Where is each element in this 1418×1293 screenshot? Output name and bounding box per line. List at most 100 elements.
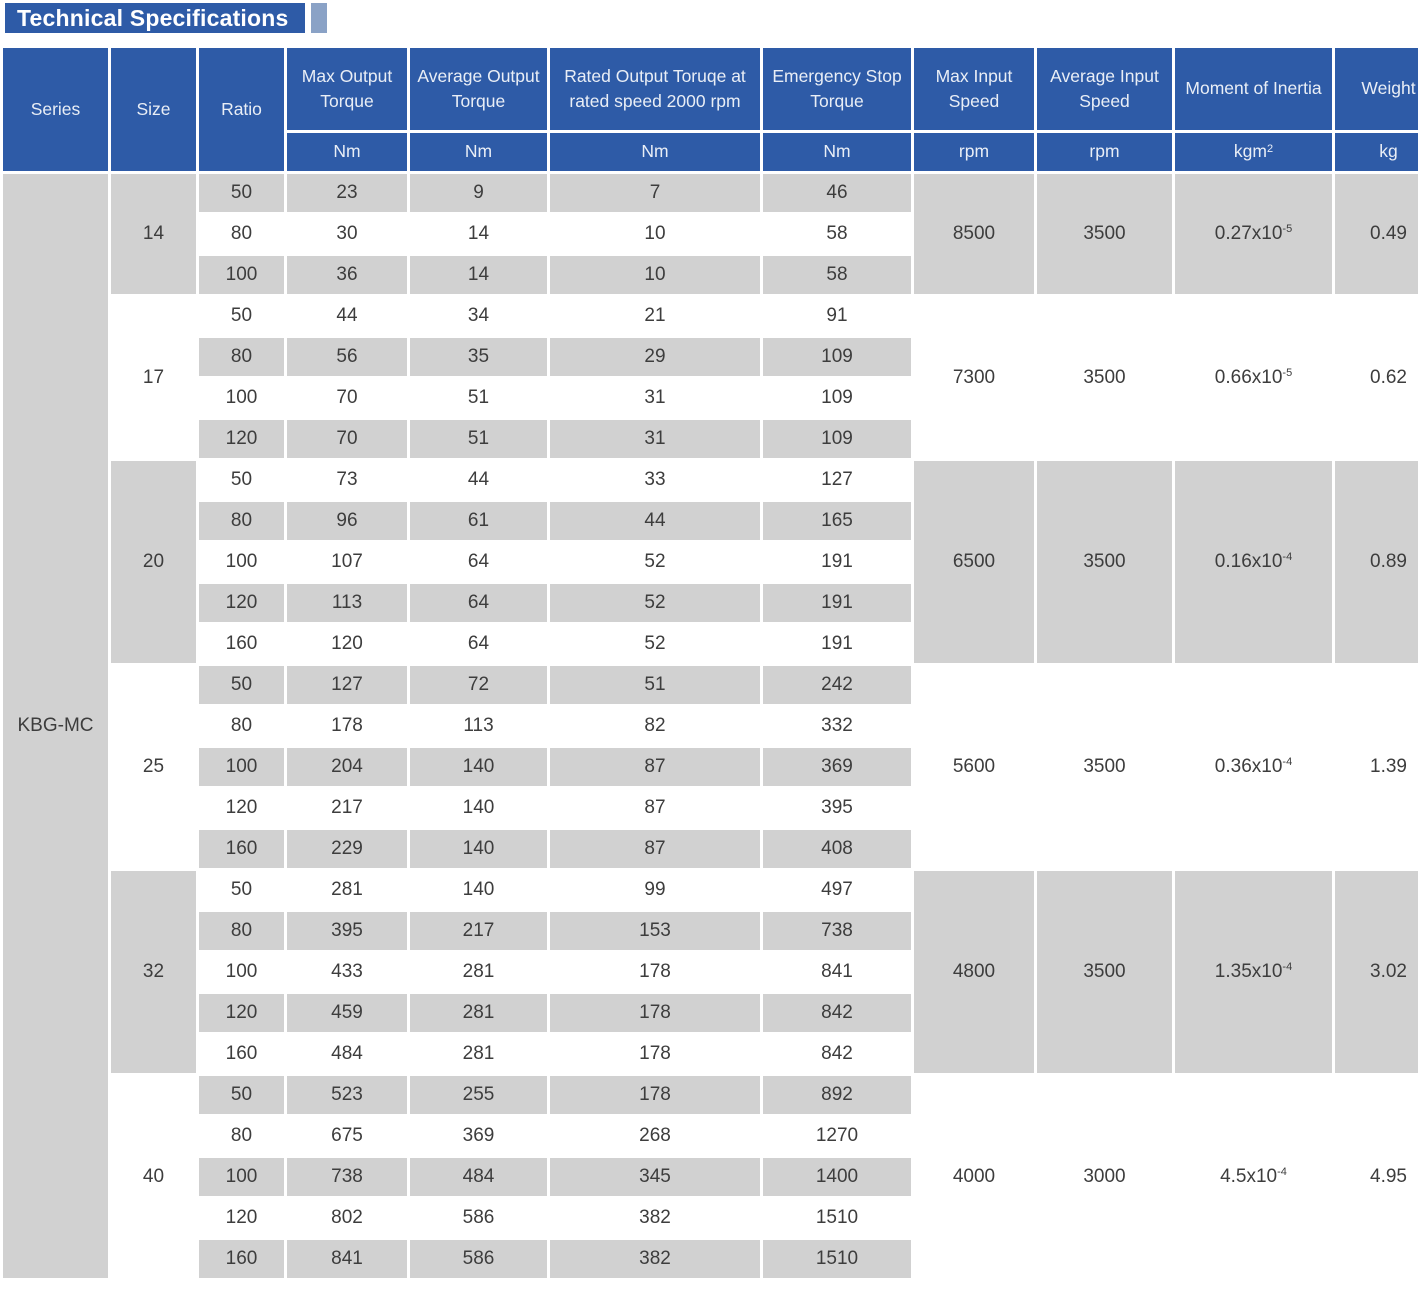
header-row-units: Nm Nm Nm Nm rpm rpm kgm2 kg <box>3 133 1418 171</box>
col-header-series: Series <box>3 48 108 171</box>
max-output-torque-cell: 484 <box>287 1035 407 1073</box>
ratio-cell: 80 <box>199 215 284 253</box>
table-row: 80 56 35 29 109 <box>3 338 1418 376</box>
moment-of-inertia-cell: 1.35x10-4 <box>1175 871 1332 1073</box>
emergency-stop-torque-cell: 127 <box>763 461 911 499</box>
avg-output-torque-cell: 281 <box>410 953 547 991</box>
emergency-stop-torque-cell: 1270 <box>763 1117 911 1155</box>
rated-output-torque-cell: 31 <box>550 420 760 458</box>
weight-cell: 0.89 <box>1335 461 1418 663</box>
ratio-cell: 100 <box>199 1158 284 1196</box>
avg-output-torque-cell: 586 <box>410 1240 547 1278</box>
max-output-torque-cell: 217 <box>287 789 407 827</box>
emergency-stop-torque-cell: 58 <box>763 256 911 294</box>
col-header-ratio: Ratio <box>199 48 284 171</box>
inertia-exponent: -4 <box>1277 1166 1287 1178</box>
inertia-exponent: -5 <box>1282 366 1293 379</box>
avg-output-torque-cell: 281 <box>410 1035 547 1073</box>
max-output-torque-cell: 281 <box>287 871 407 909</box>
emergency-stop-torque-cell: 408 <box>763 830 911 868</box>
table-row: 40 50 523 255 178 892 4000 3000 4.5x10-4 4.95 <box>3 1076 1418 1278</box>
moment-of-inertia-cell: 0.27x10-5 <box>1175 174 1332 294</box>
unit-inertia-base: kgm <box>1233 141 1267 162</box>
ratio-cell: 50 <box>199 174 284 212</box>
emergency-stop-torque-cell: 46 <box>763 174 911 212</box>
emergency-stop-torque-cell: 109 <box>763 338 911 376</box>
series-cell: KBG-MC <box>3 174 108 1278</box>
size-cell: 25 <box>111 666 196 868</box>
max-output-torque-cell: 523 <box>287 1076 407 1114</box>
table-row: 120 70 51 31 109 <box>3 420 1418 458</box>
avg-input-speed-cell: 3500 <box>1037 461 1172 663</box>
avg-output-torque-cell: 34 <box>410 297 547 335</box>
rated-output-torque-cell: 52 <box>550 625 760 663</box>
ratio-cell: 100 <box>199 748 284 786</box>
table-row: 120 459 281 178 842 <box>3 994 1418 1032</box>
rated-output-torque-cell: 52 <box>550 584 760 622</box>
table-row: 80 178 113 82 332 <box>3 707 1418 745</box>
max-output-torque-cell: 36 <box>287 256 407 294</box>
rated-output-torque-cell: 52 <box>550 543 760 581</box>
table-row: 160 229 140 87 408 <box>3 830 1418 868</box>
table-row: 100 107 64 52 191 <box>3 543 1418 581</box>
col-header-emergency-stop-torque: Emergency Stop Torque <box>763 48 911 130</box>
rated-output-torque-cell: 10 <box>550 215 760 253</box>
avg-output-torque-cell: 113 <box>410 707 547 745</box>
col-header-avg-output-torque: Average Output Torque <box>410 48 547 130</box>
ratio-cell: 50 <box>199 871 284 909</box>
avg-output-torque-cell: 586 <box>410 1199 547 1237</box>
rated-output-torque-cell: 99 <box>550 871 760 909</box>
emergency-stop-torque-cell: 109 <box>763 379 911 417</box>
table-row: 160 484 281 178 842 <box>3 1035 1418 1073</box>
size-cell: 20 <box>111 461 196 663</box>
size-cell: 40 <box>111 1076 196 1278</box>
ratio-cell: 100 <box>199 953 284 991</box>
ratio-cell: 100 <box>199 379 284 417</box>
col-header-weight: Weight <box>1335 48 1418 130</box>
table-row: 100 36 14 10 58 <box>3 256 1418 294</box>
avg-output-torque-cell: 51 <box>410 379 547 417</box>
moment-of-inertia-cell: 0.16x10-4 <box>1175 461 1332 663</box>
technical-specifications-table: Series Size Ratio Max Output Torque Aver… <box>0 45 1418 1281</box>
max-output-torque-cell: 120 <box>287 625 407 663</box>
table-row: 80 675 369 268 1270 <box>3 1117 1418 1155</box>
size-cell: 14 <box>111 174 196 294</box>
max-output-torque-cell: 395 <box>287 912 407 950</box>
col-header-size: Size <box>111 48 196 171</box>
emergency-stop-torque-cell: 497 <box>763 871 911 909</box>
max-output-torque-cell: 56 <box>287 338 407 376</box>
inertia-base: 1.35x10 <box>1214 961 1283 982</box>
ratio-cell: 50 <box>199 666 284 704</box>
col-header-max-output-torque: Max Output Torque <box>287 48 407 130</box>
emergency-stop-torque-cell: 1510 <box>763 1199 911 1237</box>
max-output-torque-cell: 204 <box>287 748 407 786</box>
emergency-stop-torque-cell: 1510 <box>763 1240 911 1278</box>
avg-output-torque-cell: 255 <box>410 1076 547 1114</box>
avg-output-torque-cell: 9 <box>410 174 547 212</box>
max-output-torque-cell: 30 <box>287 215 407 253</box>
table-row: 25 50 127 72 51 242 5600 3500 0.36x10-4 1.39 <box>3 666 1418 868</box>
avg-output-torque-cell: 64 <box>410 625 547 663</box>
emergency-stop-torque-cell: 332 <box>763 707 911 745</box>
moment-of-inertia-cell: 0.36x10-4 <box>1175 666 1332 868</box>
weight-cell: 0.49 <box>1335 174 1418 294</box>
rated-output-torque-cell: 87 <box>550 830 760 868</box>
max-output-torque-cell: 802 <box>287 1199 407 1237</box>
unit-moment-of-inertia: kgm2 <box>1175 133 1332 171</box>
table-row: 17 50 44 34 21 91 7300 3500 0.66x10-5 0.62 <box>3 297 1418 458</box>
avg-input-speed-cell: 3500 <box>1037 174 1172 294</box>
max-output-torque-cell: 44 <box>287 297 407 335</box>
avg-input-speed-cell: 3000 <box>1037 1076 1172 1278</box>
title-accent-square <box>310 3 327 33</box>
col-header-rated-output-torque: Rated Output Toruqe at rated speed 2000 … <box>550 48 760 130</box>
table-row: 100 738 484 345 1400 <box>3 1158 1418 1196</box>
emergency-stop-torque-cell: 242 <box>763 666 911 704</box>
rated-output-torque-cell: 7 <box>550 174 760 212</box>
avg-input-speed-cell: 3500 <box>1037 871 1172 1073</box>
table-row: 160 120 64 52 191 <box>3 625 1418 663</box>
avg-output-torque-cell: 51 <box>410 420 547 458</box>
ratio-cell: 50 <box>199 461 284 499</box>
avg-output-torque-cell: 140 <box>410 748 547 786</box>
ratio-cell: 80 <box>199 502 284 540</box>
rated-output-torque-cell: 268 <box>550 1117 760 1155</box>
